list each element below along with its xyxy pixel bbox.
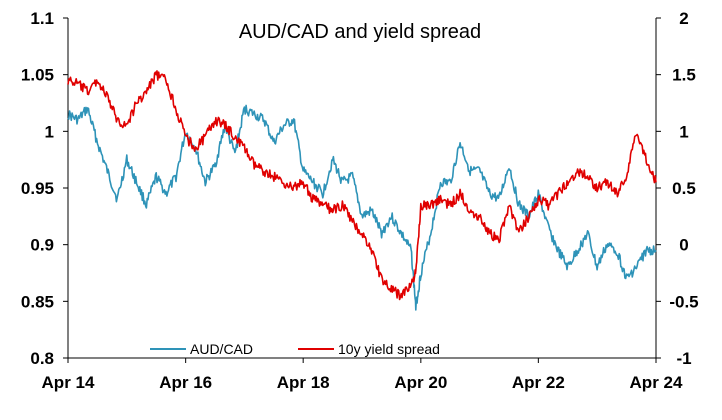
x-tick-label: Apr 22 <box>512 373 565 392</box>
x-tick-label: Apr 14 <box>42 373 95 392</box>
series-line-audcad <box>67 104 657 311</box>
left-tick-label: 1.05 <box>21 66 54 85</box>
x-tick-label: Apr 18 <box>277 373 330 392</box>
x-tick-label: Apr 16 <box>159 373 212 392</box>
x-tick-label: Apr 20 <box>394 373 447 392</box>
right-tick-label: 0 <box>679 236 688 255</box>
axes: 0.8 0.85 0.9 0.95 1 1.05 1.1 -1 -0.5 0 0.5 1 1.5 2 Apr… <box>21 9 699 392</box>
left-tick-label: 0.9 <box>30 236 54 255</box>
x-tick-label: Apr 24 <box>630 373 683 392</box>
series-lines <box>67 70 657 311</box>
right-tick-label: 2 <box>679 9 688 28</box>
right-tick-label: -0.5 <box>669 292 698 311</box>
right-tick-label: 0.5 <box>672 179 696 198</box>
left-tick-label: 0.8 <box>30 349 54 368</box>
legend-label-audcad: AUD/CAD <box>190 341 253 357</box>
right-tick-label: 1 <box>679 122 688 141</box>
right-tick-label: 1.5 <box>672 66 696 85</box>
series-line-yield-spread <box>67 70 657 301</box>
left-tick-label: 0.95 <box>21 179 54 198</box>
legend: AUD/CAD 10y yield spread <box>150 341 440 357</box>
left-tick-label: 0.85 <box>21 292 54 311</box>
legend-label-yield-spread: 10y yield spread <box>338 341 440 357</box>
left-tick-label: 1.1 <box>30 9 54 28</box>
right-tick-label: -1 <box>676 349 691 368</box>
left-tick-label: 1 <box>45 122 54 141</box>
chart-title: AUD/CAD and yield spread <box>239 21 481 43</box>
